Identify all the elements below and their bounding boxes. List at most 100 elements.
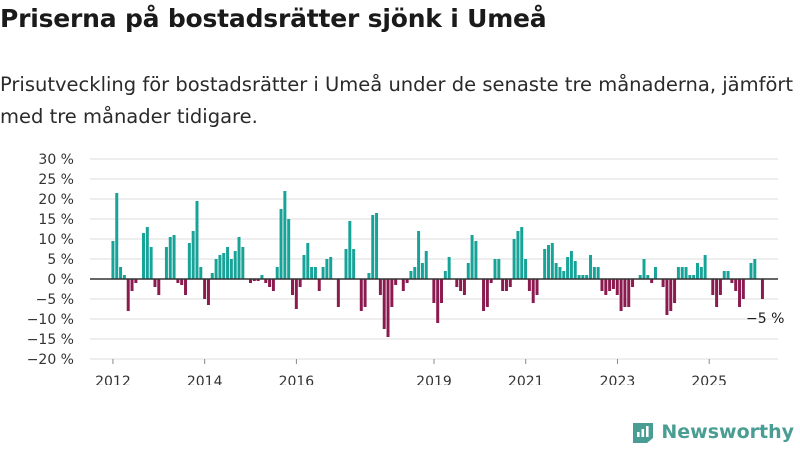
bar (371, 215, 375, 279)
bar-chart: −20 % −15 % −10 % −5 % 0 % 5 % 10 % 15 % 20 % 25 … (27, 152, 785, 385)
x-tick-label: 2019 (416, 374, 452, 385)
x-tick-label: 2021 (508, 374, 544, 385)
bar (462, 279, 466, 295)
bar (562, 271, 566, 279)
bar (680, 267, 684, 279)
bar (142, 233, 145, 279)
bar (359, 279, 363, 311)
bar (703, 255, 707, 279)
bar (313, 267, 317, 279)
bar (741, 279, 745, 299)
y-tick-label: 15 % (38, 212, 74, 228)
bar (569, 251, 573, 279)
bar (394, 279, 398, 285)
bar (294, 279, 298, 309)
bar (604, 279, 608, 295)
bar (164, 247, 168, 279)
bar (611, 279, 615, 289)
bar (241, 247, 245, 279)
bar (329, 257, 333, 279)
bar (134, 279, 138, 283)
bar (711, 279, 715, 295)
bar (543, 249, 547, 279)
bar (248, 279, 252, 283)
bar (386, 279, 390, 337)
bar (726, 271, 730, 279)
y-tick-label: −10 % (27, 312, 74, 328)
bar (447, 257, 451, 279)
bar (302, 255, 306, 279)
chart-subtitle: Prisutveckling för bostadsrätter i Umeå … (0, 73, 794, 128)
bar (405, 279, 409, 283)
y-tick-label: −15 % (27, 332, 74, 348)
x-tick-label: 2012 (95, 374, 131, 385)
bar (718, 279, 722, 295)
bar (738, 279, 742, 307)
bar (306, 243, 310, 279)
bar (310, 267, 314, 279)
bar (115, 193, 119, 279)
bar (344, 249, 348, 279)
bar (489, 279, 493, 283)
bar (466, 263, 470, 279)
x-tick-label: 2023 (600, 374, 636, 385)
bar (619, 279, 623, 311)
bar (325, 259, 329, 279)
bar (527, 279, 531, 291)
bar (229, 259, 233, 279)
bar (264, 279, 268, 283)
bar (367, 273, 371, 279)
bar (653, 267, 657, 279)
bar (180, 279, 184, 285)
bar (432, 279, 436, 303)
bar (126, 279, 130, 311)
bar (485, 279, 489, 307)
bar (638, 275, 642, 279)
bar (715, 279, 719, 307)
bar (699, 267, 703, 279)
bar (550, 243, 554, 279)
y-tick-label: 0 % (47, 272, 74, 288)
bar (275, 267, 279, 279)
chart-logo-icon (633, 423, 654, 443)
bar (688, 275, 692, 279)
bar (417, 231, 421, 279)
bar (348, 221, 352, 279)
bar (623, 279, 627, 307)
bar (493, 259, 497, 279)
bar (168, 237, 172, 279)
bar (390, 279, 394, 307)
bar (256, 279, 260, 281)
bar (524, 259, 528, 279)
bar (566, 257, 570, 279)
bar (692, 275, 696, 279)
bar (375, 213, 379, 279)
bar (317, 279, 321, 291)
bar (531, 279, 535, 303)
bars (111, 191, 764, 337)
bar (547, 245, 550, 279)
x-tick-label: 2025 (691, 374, 727, 385)
bar (176, 279, 180, 283)
bar (504, 279, 508, 291)
bar (512, 239, 516, 279)
y-tick-label: 30 % (38, 152, 74, 168)
bar (501, 279, 505, 291)
bar (673, 279, 677, 303)
bar (252, 279, 256, 281)
bar (581, 275, 585, 279)
bar (608, 279, 612, 291)
bar (650, 279, 654, 283)
bar (459, 279, 463, 291)
bar (600, 279, 604, 291)
bar (172, 235, 176, 279)
y-tick-label: 20 % (38, 192, 74, 208)
chart-title: Priserna på bostadsrätter sjönk i Umeå (0, 4, 547, 33)
bar (119, 267, 123, 279)
bar (199, 267, 203, 279)
bar (646, 275, 650, 279)
bar (206, 279, 210, 305)
bar (535, 279, 539, 295)
bar (730, 279, 734, 283)
bar (760, 279, 764, 299)
